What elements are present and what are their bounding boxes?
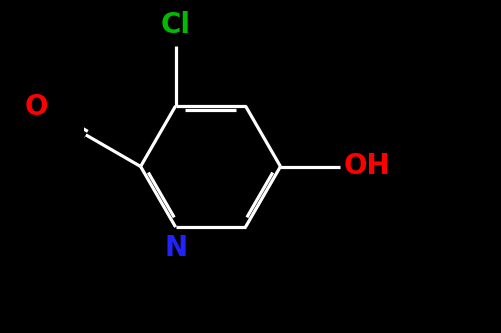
Text: O: O [25,93,49,121]
Text: OH: OH [344,153,390,180]
Text: Cl: Cl [161,11,190,39]
Text: N: N [164,234,187,262]
